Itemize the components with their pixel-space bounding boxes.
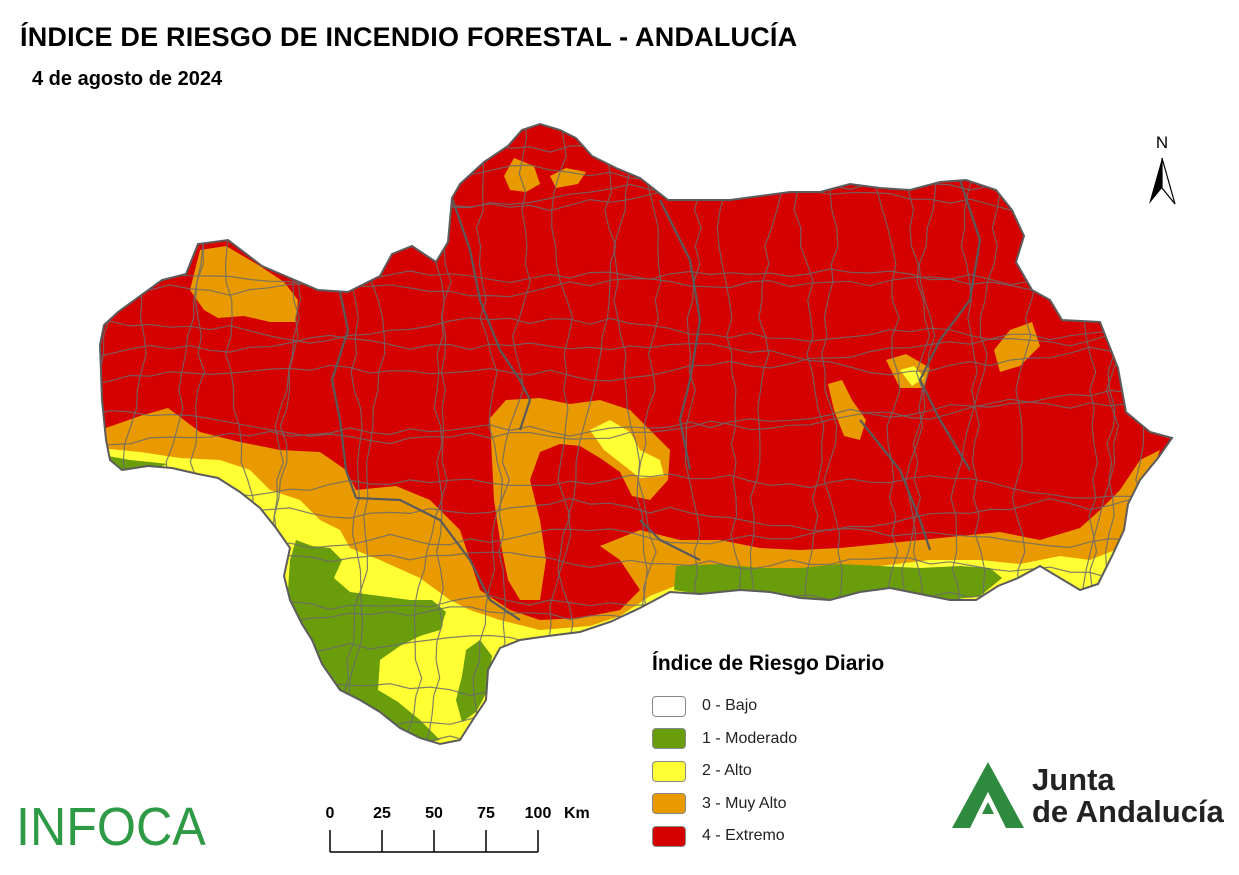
legend-item: 3 - Muy Alto <box>652 788 884 821</box>
junta-de-andalucia-logo: Junta de Andalucía <box>948 758 1224 832</box>
legend-swatch <box>652 825 686 847</box>
legend-label: 4 - Extremo <box>702 827 785 845</box>
scale-tick-label: 75 <box>477 805 495 822</box>
scale-bar: 0 25 50 75 100 Km <box>326 805 590 853</box>
junta-logo-mark-icon <box>952 762 1024 828</box>
scale-tick-label: 25 <box>373 805 391 822</box>
legend-swatch <box>652 760 686 782</box>
legend-swatch <box>652 695 686 717</box>
legend-swatch <box>652 728 686 750</box>
legend-label: 0 - Bajo <box>702 697 758 715</box>
north-arrow-icon <box>1149 158 1162 204</box>
legend-item: 1 - Moderado <box>652 723 884 756</box>
zone-moderado-cadiz <box>288 540 446 744</box>
legend-label: 1 - Moderado <box>702 729 798 747</box>
north-arrow: N <box>1149 133 1176 205</box>
zone-muy-alto-cordoba-north <box>504 158 586 192</box>
infoca-logo: INFOCA <box>16 797 206 857</box>
zone-alto-central <box>590 420 664 478</box>
legend-label: 3 - Muy Alto <box>702 794 787 812</box>
legend-label: 2 - Alto <box>702 762 752 780</box>
scale-unit: Km <box>564 805 590 822</box>
scale-tick-label: 50 <box>425 805 443 822</box>
scale-tick-label: 0 <box>326 805 335 822</box>
junta-line1: Junta <box>1032 762 1115 797</box>
zone-muy-alto-huelva-north <box>190 246 298 322</box>
legend-swatch <box>652 793 686 815</box>
zone-moderado-cadiz-east <box>456 640 492 722</box>
map-title: ÍNDICE DE RIESGO DE INCENDIO FORESTAL - … <box>20 22 798 52</box>
province-boundaries <box>330 179 982 621</box>
legend-item: 4 - Extremo <box>652 820 884 853</box>
junta-line2: de Andalucía <box>1032 794 1224 829</box>
risk-legend: Índice de Riesgo Diario 0 - Bajo 1 - Mode… <box>652 652 884 853</box>
legend-item: 0 - Bajo <box>652 690 884 723</box>
scale-tick-label: 100 <box>525 805 552 822</box>
legend-title: Índice de Riesgo Diario <box>652 652 885 675</box>
north-arrow-label: N <box>1156 133 1168 152</box>
map-date: 4 de agosto de 2024 <box>32 68 223 90</box>
legend-item: 2 - Alto <box>652 755 884 788</box>
